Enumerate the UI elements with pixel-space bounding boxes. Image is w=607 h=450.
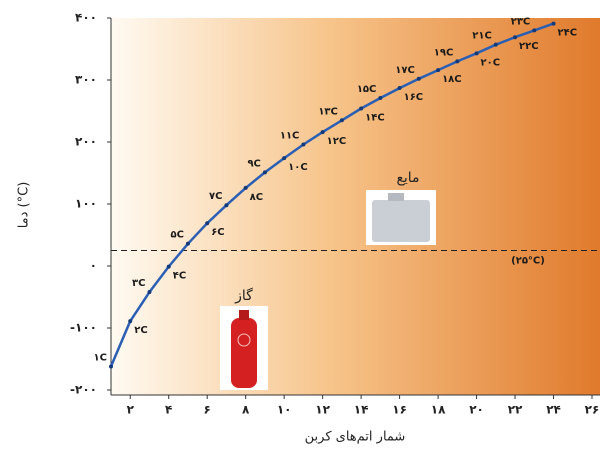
point (301, 142, 306, 147)
x-axis-title: شمار اتم‌های کربن (305, 430, 406, 445)
x-tick-label: ۱۰ (277, 403, 292, 417)
point (436, 68, 441, 73)
y-tick-label: -۱۰۰ (70, 321, 97, 335)
x-tick-label: ۲۴ (546, 403, 561, 417)
point-label: ۱۶C (404, 92, 424, 103)
point (339, 118, 344, 123)
point (243, 185, 248, 190)
point-label: ۳C (132, 278, 145, 289)
x-tick-label: ۶ (204, 403, 211, 417)
y-axis-title: دما (°C) (17, 182, 32, 229)
point (185, 241, 190, 246)
point (224, 203, 229, 208)
annotation: مایع (396, 170, 419, 186)
x-tick-label: ۱۴ (354, 403, 369, 417)
point (513, 35, 518, 40)
point (205, 221, 210, 226)
jerry-can-icon (366, 190, 436, 245)
point (262, 170, 267, 175)
point-label: ۱۸C (442, 74, 462, 85)
plot-background (111, 18, 600, 395)
point-label: ۱۱C (280, 130, 300, 141)
point (532, 28, 537, 33)
point-label: ۹C (247, 158, 260, 169)
point (320, 130, 325, 135)
y-tick-label: -۲۰۰ (70, 383, 97, 397)
point-label: ۱۰C (288, 162, 308, 173)
point (166, 264, 171, 269)
point-label: ۱C (94, 352, 107, 363)
point (282, 156, 287, 161)
point-label: ۲۱C (472, 31, 492, 42)
point-label: ۱۹C (434, 47, 454, 58)
point (378, 95, 383, 100)
point-label: ۲۲C (519, 41, 539, 52)
x-tick-label: ۲۶ (585, 403, 600, 417)
point-label: ۲۳C (511, 16, 531, 27)
point-label: ۱۵C (357, 84, 377, 95)
x-tick-label: ۴ (165, 403, 172, 417)
y-tick-label: ۳۰۰ (75, 73, 97, 87)
point (551, 21, 556, 26)
point-label: ۱۳C (318, 106, 338, 117)
point-label: ۲۰C (481, 57, 501, 68)
point (128, 319, 133, 324)
y-tick-label: ۱۰۰ (75, 197, 97, 211)
x-tick-label: ۲۲ (508, 403, 523, 417)
point (455, 59, 460, 64)
x-tick-label: ۲۰ (469, 403, 484, 417)
point (109, 364, 113, 369)
point-label: ۲۴C (558, 28, 578, 39)
point-label: ۱۲C (327, 136, 347, 147)
y-tick-label: ۴۰۰ (75, 11, 97, 25)
x-tick-label: ۱۲ (315, 403, 330, 417)
x-tick-label: ۲ (127, 403, 135, 417)
curve (109, 22, 554, 367)
point-label: ۱۷C (395, 65, 415, 76)
point-label: ۱۴C (365, 113, 385, 124)
point-label: ۵C (171, 230, 184, 241)
point-label: ۴C (173, 271, 186, 282)
point-label: ۲C (134, 325, 147, 336)
point (397, 86, 402, 91)
gas-cylinder-icon (220, 306, 268, 390)
x-tick-label: ۱۸ (431, 403, 446, 417)
point-label: ۶C (211, 227, 224, 238)
point-label: ۸C (250, 192, 263, 203)
x-tick-label: ۸ (242, 403, 250, 417)
reference-label: (۲۵°C) (511, 256, 545, 267)
point (474, 51, 479, 56)
annotation: گاز (234, 287, 253, 304)
x-tick-label: ۱۶ (392, 403, 407, 417)
point (359, 106, 364, 111)
point-label: ۷C (209, 191, 222, 202)
point (416, 76, 421, 81)
point (147, 290, 152, 295)
point (493, 42, 498, 47)
y-tick-label: ۰ (90, 259, 97, 273)
y-tick-label: ۲۰۰ (75, 135, 97, 149)
